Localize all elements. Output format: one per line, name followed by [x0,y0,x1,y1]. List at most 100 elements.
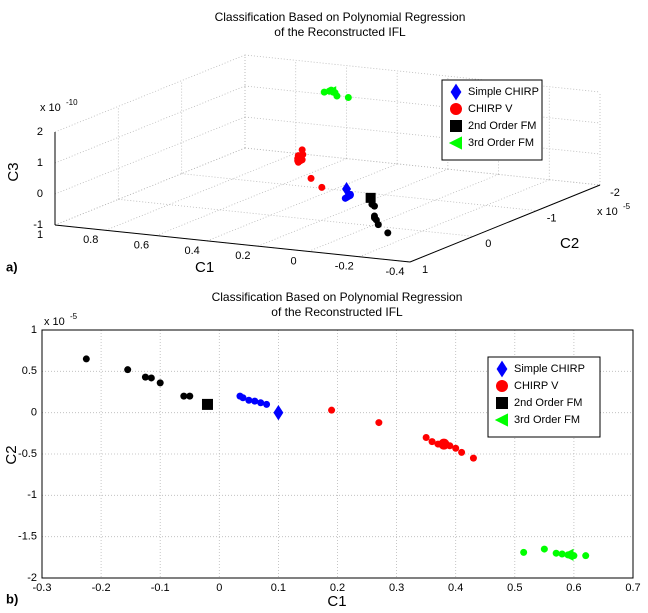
axis-multiplier-exp: -5 [623,202,631,211]
grid-line [156,158,347,236]
data-point [251,397,259,405]
data-point [180,392,188,400]
axis-multiplier-exp: -10 [66,98,78,107]
class-mean [273,404,284,421]
data-point [384,229,392,237]
grid-line [244,116,601,155]
grid-line [181,173,537,212]
z-axis-label: C3 [5,162,22,181]
legend-marker [450,83,462,101]
data-point [370,212,378,220]
x-tick-label: 0.1 [271,582,286,594]
chart-title: Classification Based on Polynomial Regre… [215,10,466,24]
class-mean [365,192,376,203]
axis-line [409,184,601,263]
grid-line [105,152,296,231]
legend-label: 2nd Order FM [468,120,536,132]
legend-label: CHIRP V [468,103,513,115]
legend-label: CHIRP V [514,380,559,392]
data-point [341,194,349,202]
chart-title: of the Reconstructed IFL [274,25,406,39]
legend-label: Simple CHIRP [468,86,539,98]
grid-line [244,147,601,186]
chart-title: of the Reconstructed IFL [271,305,403,319]
x-tick-label: 0 [216,582,222,594]
legend-marker [496,360,508,378]
grid-line [118,198,474,237]
y-tick-label: -1 [27,489,37,501]
y-tick-label: -2 [27,572,37,584]
x-axis-label: C1 [327,593,346,610]
y-tick-label: 0.5 [22,365,37,377]
grid-line [54,54,246,133]
x-tick-label: 0.3 [389,582,404,594]
x-tick-label: 0.8 [83,234,98,246]
data-point [318,183,326,191]
x-tick-label: 1 [37,229,43,241]
grid-line [359,179,550,258]
y-tick-label: 1 [422,264,428,276]
legend-marker [494,413,508,427]
data-point [82,355,90,363]
data-point [552,549,560,557]
data-point [452,444,460,452]
x-tick-label: 0.7 [625,582,640,594]
x-tick-label: 0 [291,255,297,267]
axis-multiplier-exp: -5 [70,312,78,321]
data-point [520,548,528,556]
y-tick-label: 0 [31,407,37,419]
legend-label: 3rd Order FM [468,137,534,149]
x-tick-label: 0.4 [448,582,463,594]
panel-label: a) [6,259,18,274]
x-tick-label: 0.6 [134,239,149,251]
x-tick-label: -0.1 [151,582,170,594]
data-point [422,433,430,441]
legend-marker [450,103,462,115]
x-tick-label: 0.2 [235,250,250,262]
legend-marker [496,397,508,409]
z-tick-label: 2 [37,126,43,138]
axis-multiplier: x 10 [40,102,61,114]
data-point [320,88,328,96]
grid-line [244,54,601,93]
class-mean [294,154,305,165]
z-tick-label: 0 [37,188,43,200]
x-tick-label: 0.2 [330,582,345,594]
data-point [239,394,247,402]
y-tick-label: 0 [485,238,491,250]
grid-line [54,85,246,164]
data-point [141,373,149,381]
legend-marker [496,380,508,392]
grid-line [54,116,246,195]
x-tick-label: -0.2 [335,261,354,273]
class-mean [201,398,213,410]
x-tick-label: 0.6 [566,582,581,594]
axis-line [54,224,411,263]
grid-line [54,147,246,226]
data-point [147,374,155,382]
data-point [328,406,336,414]
x-axis-label: C1 [195,259,214,276]
panel-label: b) [6,591,18,606]
y-tick-label: -1 [547,213,557,225]
x-tick-label: -0.2 [92,582,111,594]
axis-multiplier: x 10 [44,316,65,328]
data-point [428,438,436,446]
x-tick-label: -0.4 [386,266,405,278]
legend-label: Simple CHIRP [514,363,585,375]
data-point [344,93,352,101]
legend-marker [448,136,462,150]
class-mean [438,438,450,450]
legend-label: 2nd Order FM [514,397,582,409]
y-tick-label: -0.5 [18,448,37,460]
x-tick-label: -0.3 [33,582,52,594]
data-point [124,366,132,374]
grid-line [257,168,449,247]
plot-frame [41,329,634,579]
data-point [582,552,590,560]
x-tick-label: 0.5 [507,582,522,594]
data-point [540,545,548,553]
data-point [186,392,194,400]
y-axis-label: C2 [3,445,20,464]
class-mean [325,86,337,98]
